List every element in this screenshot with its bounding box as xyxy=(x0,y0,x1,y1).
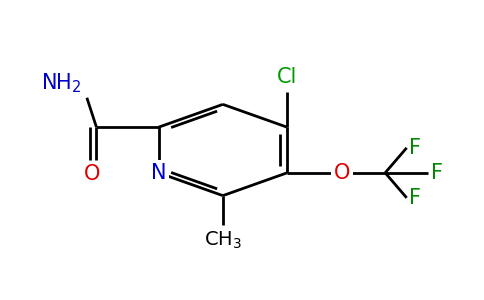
Text: F: F xyxy=(409,138,421,158)
Text: CH$_3$: CH$_3$ xyxy=(204,230,242,251)
Text: O: O xyxy=(83,164,100,184)
Text: N: N xyxy=(151,163,166,183)
Text: F: F xyxy=(409,188,421,208)
Text: NH$_2$: NH$_2$ xyxy=(42,71,82,95)
Text: O: O xyxy=(334,163,350,183)
Text: Cl: Cl xyxy=(277,68,297,87)
Text: F: F xyxy=(431,163,443,183)
